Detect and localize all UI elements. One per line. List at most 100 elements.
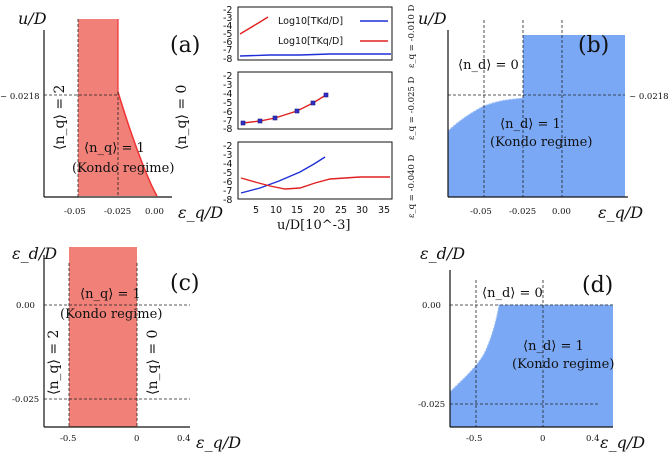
panel-b-x-tick-2: -0.025	[509, 207, 536, 217]
inset-top-legend: Log10[TKd/D] Log10[TKq/D]	[278, 16, 388, 47]
panel-a-region-right: ⟨n_q⟩ = 0	[174, 85, 190, 150]
panel-c-x-tick-3: 0.4	[177, 434, 191, 444]
inset-mid-y-tick: -7	[223, 116, 232, 127]
inset-mid-marker	[272, 115, 278, 121]
panel-c-region-middle-sub: (Kondo regime)	[60, 307, 162, 322]
panel-d-region-upper: ⟨n_d⟩ = 0	[482, 286, 543, 301]
panel-c-x-tick-2: 0	[134, 434, 139, 444]
panel-d-x-axis-label: ε_q/D	[600, 433, 645, 452]
panel-d-region-middle: ⟨n_d⟩ = 1	[523, 339, 584, 354]
panel-a-y-marker: ~ 0.0218	[0, 92, 40, 102]
inset-mid-marker	[294, 108, 300, 114]
panel-b-region-middle: ⟨n_d⟩ = 1	[500, 117, 561, 132]
panel-c-label: (c)	[170, 271, 200, 296]
inset-bottom-x-tick: 35	[378, 205, 390, 216]
panel-b-x-tick-1: -0.05	[470, 207, 492, 217]
inset-bottom-series-red	[240, 176, 390, 190]
panel-c-region-left: ⟨n_q⟩ = 2	[46, 330, 62, 395]
panel-c-y-tick-1: 0.00	[16, 301, 35, 311]
legend-label-tkd: Log10[TKd/D]	[278, 16, 343, 27]
inset-mid: -2 -3 -4 -5 -6 -7 -8	[223, 71, 393, 135]
panel-a-x-tick-2: -0.025	[104, 207, 131, 217]
inset-bottom: -2 -3 -4 -5 -6 -7 -8 5 10 15 20 25 30 35…	[223, 141, 393, 233]
inset-mid-y-ticks: -2 -3 -4 -5 -6 -7 -8	[223, 71, 232, 135]
panel-d-x-tick-1: -0.5	[466, 434, 482, 444]
panel-a-region-middle-sub: (Kondo regime)	[72, 161, 174, 176]
inset-top-frame	[237, 6, 393, 61]
inset-top-y-tick: -4	[223, 21, 232, 32]
panel-a-y-axis-label: u/D	[18, 9, 47, 28]
inset-bottom-frame	[237, 141, 393, 200]
panel-b-region-middle-sub: (Kondo regime)	[490, 135, 592, 150]
inset-mid-marker	[240, 120, 246, 126]
inset-top-y-tick: -7	[223, 45, 232, 56]
panel-b-side-label-3: ε_q = -0.010 D	[407, 4, 417, 68]
inset-top: -2 -3 -4 -5 -6 -7 -8 Log10[TKd/D] Log10[…	[223, 5, 393, 65]
inset-bottom-y-tick: -3	[223, 150, 232, 161]
panel-c-x-tick-1: -0.5	[60, 434, 76, 444]
inset-mid-y-tick: -4	[223, 89, 232, 100]
inset-bottom-x-tick: 30	[356, 205, 368, 216]
inset-bottom-x-tick: 20	[313, 205, 325, 216]
inset-bottom-y-ticks: -2 -3 -4 -5 -6 -7 -8	[223, 141, 232, 206]
inset-top-y-tick: -5	[223, 29, 232, 40]
panel-b-region-upper: ⟨n_d⟩ = 0	[458, 58, 519, 73]
inset-x-axis-label: u/D[10^-3]	[277, 218, 350, 233]
inset-top-y-tick: -3	[223, 13, 232, 24]
inset-bottom-y-tick: -7	[223, 186, 232, 197]
panel-b-y-axis-label: u/D	[418, 9, 447, 28]
panel-c: (c) ε_d/D ε_q/D 0.00 -0.025 -0.5 0 0.4 ⟨…	[12, 244, 241, 452]
inset-mid-markers	[240, 92, 329, 126]
inset-mid-y-tick: -8	[223, 124, 232, 135]
panel-b-side-label-2: ε_q = -0.025 D	[407, 76, 417, 140]
panel-d-x-tick-3: 0.4	[586, 434, 600, 444]
panel-b-kondo-region	[448, 35, 625, 197]
panel-a-label: (a)	[170, 33, 200, 58]
panel-d-y-axis-label: ε_d/D	[420, 244, 465, 263]
panel-a-boundary-line	[117, 91, 158, 197]
inset-top-y-tick: -2	[223, 5, 232, 16]
inset-bottom-y-tick: -8	[223, 195, 232, 206]
inset-mid-marker	[257, 118, 263, 124]
panel-c-x-axis-label: ε_q/D	[196, 433, 241, 452]
inset-top-y-ticks: -2 -3 -4 -5 -6 -7 -8	[223, 5, 232, 65]
panel-b: (b) u/D ε_q/D ~ 0.0218 -0.05 -0.025 0.00…	[407, 4, 669, 222]
inset-mid-marker	[323, 92, 329, 98]
panel-d-x-tick-2: 0	[540, 434, 545, 444]
panel-a-x-tick-3: 0.00	[145, 207, 164, 217]
panel-d-y-tick-2: -0.025	[418, 400, 445, 410]
inset-mid-y-tick: -2	[223, 71, 232, 82]
inset-mid-frame	[237, 71, 393, 130]
panel-c-region-right: ⟨n_q⟩ = 0	[145, 330, 161, 395]
panel-b-y-marker: ~ 0.0218	[629, 92, 669, 102]
inset-bottom-y-tick: -2	[223, 141, 232, 152]
panel-d-y-tick-1: 0.00	[422, 301, 441, 311]
panel-d: (d) ε_d/D ε_q/D 0.00 -0.025 -0.5 0 0.4 ⟨…	[418, 244, 645, 452]
inset-bottom-x-tick: 25	[335, 205, 347, 216]
panel-a-x-axis-label: ε_q/D	[178, 203, 223, 222]
legend-label-tkq: Log10[TKq/D]	[278, 36, 343, 47]
inset-bottom-x-tick: 15	[291, 205, 303, 216]
inset-bottom-y-tick: -4	[223, 159, 232, 170]
inset-bottom-x-tick: 5	[253, 205, 259, 216]
inset-top-series-blue	[239, 53, 391, 57]
panel-d-region-middle-sub: (Kondo regime)	[512, 357, 614, 372]
inset-mid-y-tick: -6	[223, 107, 232, 118]
inset-top-y-tick: -8	[223, 54, 232, 65]
inset-mid-marker	[310, 100, 316, 106]
inset-bottom-y-tick: -5	[223, 168, 232, 179]
panel-a-region-middle: ⟨n_q⟩ = 1	[84, 141, 145, 156]
panel-b-x-tick-3: 0.00	[552, 207, 571, 217]
inset-mid-y-tick: -5	[223, 98, 232, 109]
panel-a: (a) u/D ε_q/D ~ 0.0218 -0.05 -0.025 0.00…	[0, 9, 223, 222]
panel-a-region-left: ⟨n_q⟩ = 2	[52, 85, 68, 150]
panel-b-side-label-1: ε_q = -0.040 D	[407, 154, 417, 218]
inset-bottom-x-ticks: 5 10 15 20 25 30 35	[253, 205, 390, 216]
panel-c-y-tick-2: -0.025	[12, 395, 39, 405]
panel-c-region-middle: ⟨n_q⟩ = 1	[80, 287, 141, 302]
panel-c-kondo-region	[69, 247, 137, 427]
inset-bottom-x-tick: 10	[270, 205, 282, 216]
panel-d-label: (d)	[582, 273, 613, 298]
inset-top-y-tick: -6	[223, 37, 232, 48]
